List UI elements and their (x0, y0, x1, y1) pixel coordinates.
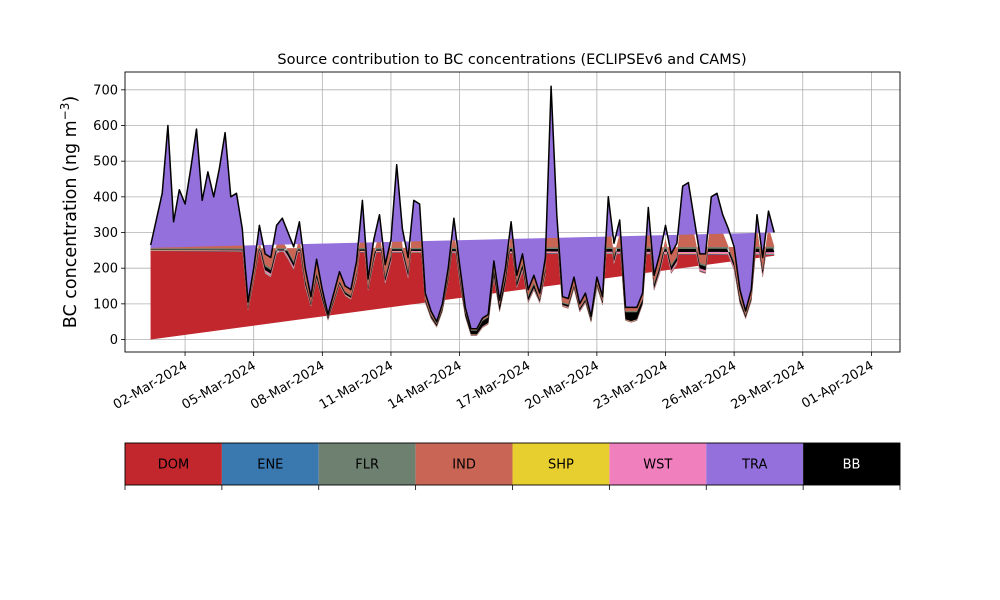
x-tick-label: 02-Mar-2024 (111, 358, 190, 412)
legend-label-ind: IND (452, 458, 476, 473)
x-axis: 02-Mar-202405-Mar-202408-Mar-202411-Mar-… (111, 352, 876, 413)
legend-label-bb: BB (843, 458, 861, 473)
x-tick-label: 14-Mar-2024 (385, 358, 464, 412)
x-tick-label: 29-Mar-2024 (729, 358, 808, 412)
y-tick-label: 700 (93, 83, 118, 98)
legend-swatch-tra (706, 443, 804, 485)
legend-colorbar: DOM ENE FLR IND SHP WST TRA BB (124, 442, 901, 490)
total-line (149, 85, 775, 330)
x-tick-label: 05-Mar-2024 (180, 358, 259, 412)
legend-label-wst: WST (643, 458, 672, 473)
x-tick-label: 23-Mar-2024 (591, 358, 670, 412)
legend-label-tra: TRA (741, 458, 767, 473)
x-tick-label: 17-Mar-2024 (454, 358, 533, 412)
y-tick-label: 400 (93, 190, 118, 205)
legend-swatch-dom (125, 443, 222, 485)
y-axis-label-exponent: −3 (58, 103, 72, 121)
legend-swatch-ene (221, 443, 319, 485)
y-axis-label-close: ) (61, 96, 81, 103)
y-tick-label: 300 (93, 226, 118, 241)
plot-frame (124, 71, 901, 353)
legend-label-ene: ENE (257, 458, 283, 473)
x-tick-label: 01-Apr-2024 (799, 358, 876, 411)
y-tick-label: 600 (93, 119, 118, 134)
y-axis-label-main: BC concentration (ng m (61, 120, 81, 328)
total-line-path (149, 85, 775, 330)
x-tick-label: 08-Mar-2024 (248, 358, 327, 412)
y-tick-label: 500 (93, 155, 118, 170)
x-tick-label: 26-Mar-2024 (660, 358, 739, 412)
y-tick-label: 0 (110, 333, 118, 348)
plot-border (124, 71, 901, 353)
legend-swatch-shp (512, 443, 610, 485)
x-tick-label: 11-Mar-2024 (317, 358, 396, 412)
legend-swatch-flr (318, 443, 416, 485)
legend-swatch-wst (609, 443, 707, 485)
legend-label-flr: FLR (355, 458, 379, 473)
legend-swatch-bb (803, 443, 900, 485)
legend-swatch-ind (415, 443, 513, 485)
x-tick-label: 20-Mar-2024 (523, 358, 602, 412)
legend-label-shp: SHP (548, 458, 574, 473)
y-axis: 0 100 200 300 400 500 600 700 (93, 83, 125, 348)
y-axis-label: BC concentration (ng m−3) (58, 96, 81, 328)
y-tick-label: 200 (93, 262, 118, 277)
y-tick-label: 100 (93, 297, 118, 312)
chart-title: Source contribution to BC concentrations… (277, 52, 746, 68)
legend-label-dom: DOM (158, 458, 189, 473)
